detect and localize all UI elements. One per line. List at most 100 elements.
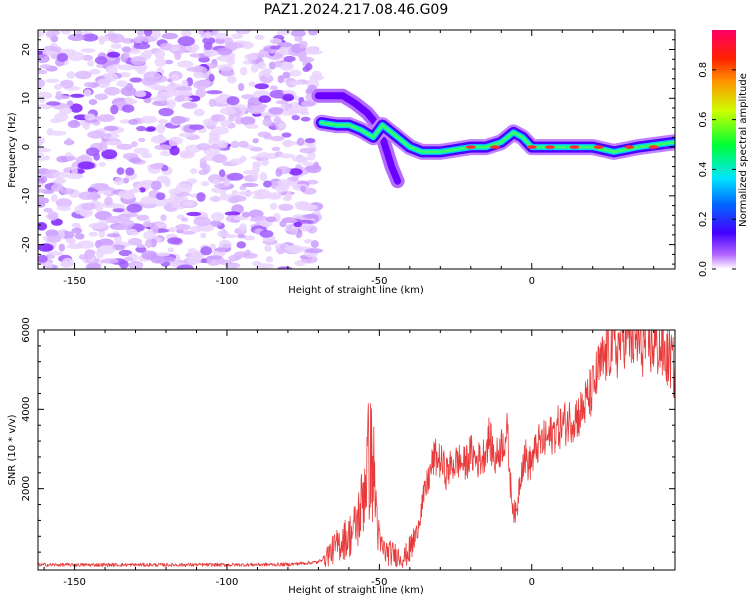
noise-blob xyxy=(67,120,81,129)
noise-blob xyxy=(268,61,277,70)
noise-blob xyxy=(298,51,307,60)
noise-blob xyxy=(59,107,73,115)
noise-blob xyxy=(167,247,174,253)
ridge-peak xyxy=(545,145,555,149)
noise-blob xyxy=(252,194,270,200)
noise-blob xyxy=(181,102,196,109)
noise-blob xyxy=(47,211,59,221)
spectrogram-ticks: -150 -100 -50 0 20 10 0 -10 -20 xyxy=(21,29,675,287)
noise-blob xyxy=(56,205,71,211)
noise-blob xyxy=(38,137,43,147)
noise-blob xyxy=(94,56,108,65)
noise-blob xyxy=(261,158,269,166)
noise-blob xyxy=(128,237,143,246)
noise-blob xyxy=(209,132,221,142)
noise-blob xyxy=(211,212,225,222)
noise-blob xyxy=(241,211,251,218)
noise-blob xyxy=(106,233,121,238)
noise-blob xyxy=(160,214,167,222)
noise-blob xyxy=(218,259,233,265)
x-tick-label: -50 xyxy=(371,577,387,588)
noise-blob xyxy=(300,204,319,211)
noise-blob xyxy=(71,227,83,234)
noise-blob xyxy=(277,122,286,129)
noise-blob xyxy=(59,79,74,89)
noise-blob xyxy=(278,203,294,211)
noise-blob xyxy=(145,239,153,249)
noise-blob xyxy=(216,47,233,56)
noise-blob xyxy=(158,107,174,117)
noise-blob xyxy=(299,147,316,154)
noise-blob xyxy=(274,60,282,68)
noise-blob xyxy=(153,85,164,91)
noise-blob xyxy=(190,225,203,233)
noise-blob xyxy=(271,146,281,152)
noise-blob xyxy=(244,249,251,257)
noise-blob xyxy=(287,107,300,114)
noise-blob xyxy=(155,192,166,200)
noise-blob xyxy=(311,70,322,79)
noise-blob xyxy=(105,65,118,74)
noise-blob xyxy=(275,168,283,177)
noise-blob xyxy=(277,179,293,186)
noise-blob xyxy=(142,221,153,228)
noise-blob xyxy=(128,119,139,125)
noise-blob xyxy=(220,190,227,201)
noise-blob xyxy=(308,30,319,36)
noise-blob xyxy=(126,228,138,235)
noise-blob xyxy=(300,100,317,107)
noise-blob xyxy=(169,145,180,156)
noise-blob xyxy=(289,69,302,77)
colorbar-tick-label: 0.6 xyxy=(698,112,709,128)
noise-blob xyxy=(259,74,274,84)
noise-blob xyxy=(55,198,73,208)
noise-blob xyxy=(312,210,321,215)
noise-blob xyxy=(203,49,219,57)
noise-blob xyxy=(66,244,84,249)
colorbar: 0.0 0.2 0.4 0.6 0.8 Normalized spectral ampl… xyxy=(698,30,749,277)
noise-blob xyxy=(61,257,75,268)
noise-blob xyxy=(51,183,64,192)
noise-blob xyxy=(230,140,239,149)
noise-blob xyxy=(38,243,54,252)
noise-blob xyxy=(81,33,99,42)
noise-blob xyxy=(186,178,198,184)
noise-blob xyxy=(269,202,278,210)
noise-blob xyxy=(128,260,144,269)
noise-blob xyxy=(304,138,316,144)
noise-blob xyxy=(276,266,293,269)
noise-blob xyxy=(310,240,319,249)
noise-blob xyxy=(163,177,171,187)
spectrogram-xlabel: Height of straight line (km) xyxy=(288,285,424,296)
noise-blob xyxy=(88,231,98,237)
noise-blob xyxy=(128,49,142,54)
spectrogram-frame xyxy=(37,29,676,270)
noise-blob xyxy=(133,147,150,155)
noise-blob xyxy=(170,115,187,125)
noise-blob xyxy=(119,119,131,124)
noise-blob xyxy=(263,47,273,52)
noise-blob xyxy=(90,183,109,190)
noise-blob xyxy=(287,244,303,254)
noise-blob xyxy=(243,60,253,65)
noise-blob xyxy=(196,143,211,151)
y-tick-label: -20 xyxy=(21,236,32,252)
noise-blob xyxy=(219,93,229,99)
noise-blob xyxy=(219,107,236,115)
noise-blob xyxy=(138,137,146,143)
noise-blob xyxy=(51,194,58,203)
noise-blob xyxy=(254,83,269,90)
noise-blob xyxy=(85,262,102,269)
noise-blob xyxy=(307,151,316,161)
noise-blob xyxy=(165,198,174,204)
noise-blob xyxy=(164,59,174,65)
noise-blob xyxy=(186,254,202,265)
noise-blob xyxy=(65,137,73,146)
noise-blob xyxy=(200,232,207,239)
noise-blob xyxy=(257,61,267,70)
noise-blob xyxy=(263,69,271,78)
ridge-peak xyxy=(593,145,604,149)
noise-blob xyxy=(167,237,182,245)
noise-blob xyxy=(141,250,158,260)
noise-blob xyxy=(282,93,295,102)
